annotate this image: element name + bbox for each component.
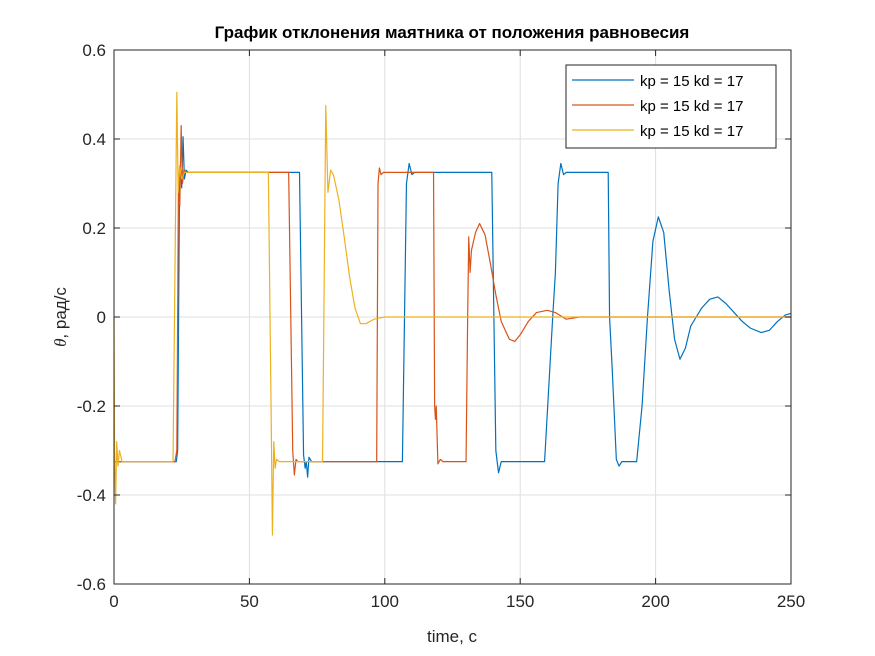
y-axis-label-text: , рад/с [51, 287, 70, 339]
x-tick-label: 150 [506, 592, 534, 611]
y-tick-label: 0.2 [82, 219, 106, 238]
x-axis-label: time, c [427, 627, 478, 646]
x-tick-label: 250 [777, 592, 805, 611]
y-tick-label: -0.4 [77, 486, 106, 505]
legend-items: kp = 15 kd = 17 kp = 15 kd = 17 kp = 15 kd… [572, 73, 743, 140]
x-tick-label: 100 [371, 592, 399, 611]
y-axis-label-symbol: θ [51, 339, 70, 347]
y-axis-label: θ, рад/с [51, 287, 70, 347]
legend[interactable]: kp = 15 kd = 17 kp = 15 kd = 17 kp = 15 kd… [565, 64, 777, 149]
series-line-3 [113, 91, 791, 536]
legend-label-2: kp = 15 kd = 17 [640, 98, 743, 115]
series-line-2 [114, 125, 791, 476]
legend-box [565, 64, 777, 149]
series-lines [113, 91, 792, 536]
x-tick-label: 200 [641, 592, 669, 611]
chart-title: График отклонения маятника от положения … [215, 23, 690, 42]
y-tick-label: 0 [97, 308, 106, 327]
axis-ticks: 0 50 100 150 200 250 -0.6 -0.4 -0.2 0 0.2 0.4 0.6 [77, 41, 805, 611]
x-tick-label: 50 [240, 592, 259, 611]
legend-label-3: kp = 15 kd = 17 [640, 123, 743, 140]
x-tick-label: 0 [109, 592, 118, 611]
y-tick-label: 0.6 [82, 41, 106, 60]
y-tick-label: -0.6 [77, 575, 106, 594]
legend-label-1: kp = 15 kd = 17 [640, 73, 743, 90]
series-line-1 [114, 136, 792, 478]
y-tick-label: -0.2 [77, 397, 106, 416]
y-tick-label: 0.4 [82, 130, 106, 149]
